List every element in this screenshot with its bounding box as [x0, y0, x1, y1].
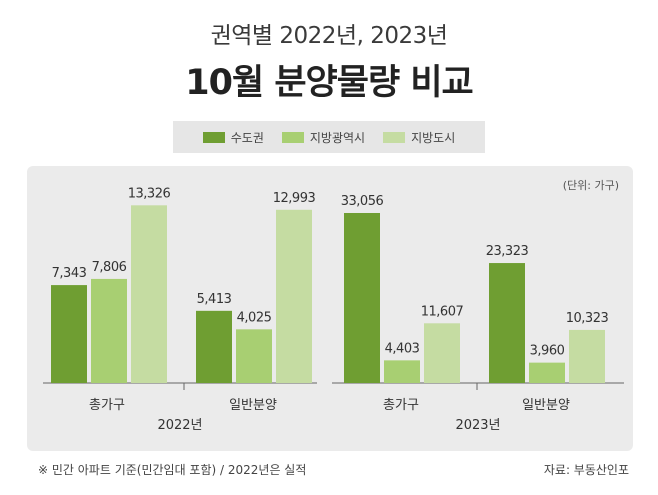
year-label: 2023년 — [455, 418, 500, 433]
unit-label: (단위: 가구) — [563, 179, 619, 192]
bar-value-label: 7,806 — [92, 260, 127, 275]
bar-2022 — [276, 209, 312, 383]
bar-2022 — [91, 278, 127, 383]
bar-value-label: 12,993 — [273, 191, 316, 206]
category-label: 총가구 — [383, 398, 419, 413]
bar-chart: 7,343 7,806 13,326 5,413 4,025 12,993 33,056 4,… — [43, 179, 624, 433]
bar-2023 — [424, 323, 460, 383]
legend-label: 지방광역시 — [309, 130, 366, 145]
page-title: 10월 분양물량 비교 — [185, 63, 473, 103]
legend-item-seoul-metro: 수도권 — [202, 129, 264, 146]
bar-value-label: 3,960 — [530, 344, 565, 359]
source-note: 자료: 부동산인포 — [543, 463, 629, 477]
bar-value-label: 11,607 — [421, 304, 464, 319]
footnote: ※ 민간 아파트 기준(민간임대 포함) / 2022년은 실적 — [38, 463, 307, 477]
chart-panel: 7,343 7,806 13,326 5,413 4,025 12,993 33,056 4,… — [27, 166, 633, 451]
bar-2023 — [569, 329, 605, 383]
year-label: 2022년 — [157, 418, 202, 433]
legend-label: 수도권 — [230, 130, 264, 145]
bar-value-label: 23,323 — [486, 244, 529, 259]
bar-2022 — [131, 205, 167, 383]
bar-2023 — [384, 360, 420, 383]
legend-swatch — [202, 131, 225, 143]
category-label: 일반분양 — [229, 398, 277, 413]
bar-2023 — [344, 212, 380, 383]
bar-value-label: 5,413 — [197, 292, 232, 307]
bar-value-label: 7,343 — [52, 266, 87, 281]
chart-legend: 수도권 지방광역시 지방도시 — [173, 121, 485, 153]
legend-swatch — [383, 131, 406, 143]
bar-2022 — [196, 310, 232, 383]
bar-value-label: 13,326 — [128, 186, 171, 201]
bar-value-label: 4,403 — [385, 341, 420, 356]
bar-value-label: 10,323 — [566, 311, 609, 326]
legend-label: 지방도시 — [411, 130, 456, 145]
legend-item-metro-cities: 지방광역시 — [281, 129, 366, 146]
bar-2022 — [51, 285, 87, 383]
bar-value-label: 33,056 — [341, 194, 384, 209]
bar-2022 — [236, 329, 272, 383]
category-label: 일반분양 — [522, 398, 570, 413]
bar-value-label: 4,025 — [237, 310, 272, 325]
legend-swatch — [281, 131, 304, 143]
subtitle: 권역별 2022년, 2023년 — [210, 23, 448, 49]
bar-2023 — [489, 263, 525, 383]
category-label: 총가구 — [89, 398, 125, 413]
bar-2023 — [529, 362, 565, 383]
legend-item-local-cities: 지방도시 — [383, 129, 455, 146]
